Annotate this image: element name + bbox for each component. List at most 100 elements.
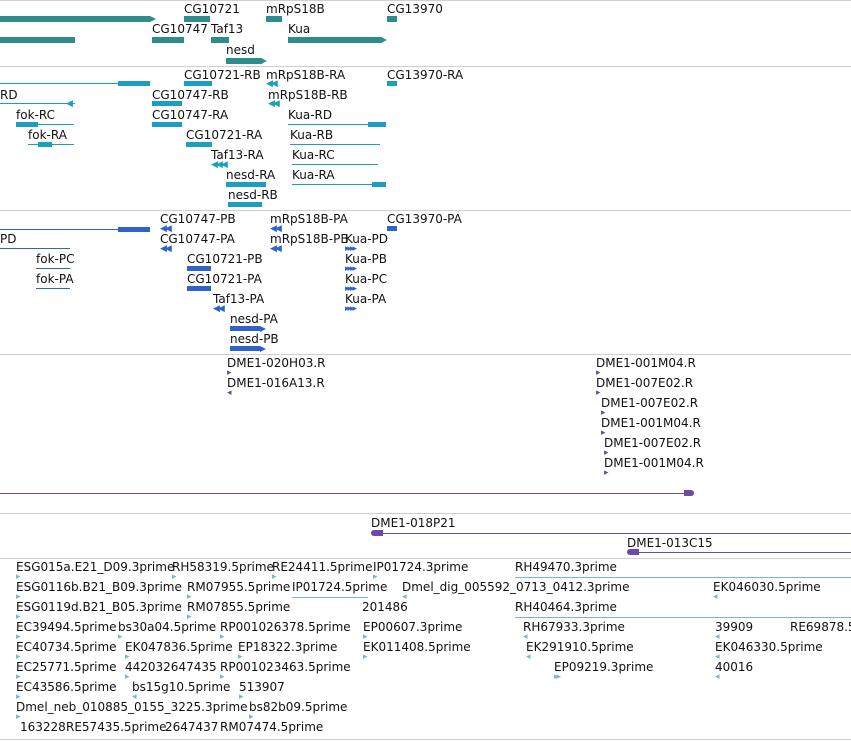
clone-line[interactable] [639,552,851,553]
protein-label[interactable]: nesd-PA [230,312,278,326]
est-label[interactable]: EC25771.5prime [16,660,117,674]
transcript-exon[interactable] [368,122,386,127]
transcript-label[interactable]: Kua-RB [290,128,334,142]
transcript-exon[interactable] [186,142,212,147]
transcript-exon[interactable] [152,122,182,127]
transcript-line[interactable] [292,184,372,185]
est-label[interactable]: RH40464.3prime [515,600,617,614]
protein-feature[interactable] [387,226,397,231]
transcript-exon[interactable] [226,182,266,187]
gene-label[interactable]: nesd [226,43,255,57]
transcript-label[interactable]: Kua-RA [292,168,335,182]
protein-line[interactable] [36,288,70,289]
transcript-line[interactable] [292,164,378,165]
transcript-label[interactable]: mRpS18B-RB [268,88,348,102]
est-label[interactable]: Dmel_neb_010885_0155_3225.3prime [16,700,248,714]
transcript-label[interactable]: CG10721-RB [184,68,261,82]
est-label[interactable]: 442032647435 [125,660,217,674]
transcript-label[interactable]: CG10747-RA [152,108,229,122]
est-label[interactable]: RM07855.5prime [187,600,291,614]
protein-label[interactable]: mRpS18B-PB [270,232,349,246]
protein-label[interactable]: CG10721-PB [187,252,263,266]
transcript-exon[interactable] [387,81,397,86]
est-line[interactable] [515,577,851,578]
est-label[interactable]: EK291910.5prime [526,640,634,654]
gene-label[interactable]: mRpS18B [266,2,325,16]
clone-label[interactable]: DME1-016A13.R [227,376,325,390]
transcript-label[interactable]: nesd-RA [226,168,276,182]
est-line[interactable] [292,597,368,598]
protein-label[interactable]: CG10747-PB [160,212,236,226]
gene-feature[interactable] [152,37,184,43]
est-label[interactable]: RH67933.3prime [523,620,625,634]
est-label[interactable]: RM07955.5prime [187,580,291,594]
est-label[interactable]: 2647437 [165,720,219,734]
est-line[interactable] [515,617,851,618]
transcript-line[interactable] [0,83,118,84]
clone-end[interactable] [371,530,383,536]
est-label[interactable]: RE69878.5 [790,620,851,634]
transcript-line[interactable] [38,124,74,125]
protein-feature[interactable] [118,227,150,232]
protein-feature[interactable] [230,346,260,351]
est-label[interactable]: EK046030.5prime [713,580,821,594]
clone-label[interactable]: DME1-020H03.R [227,356,326,370]
transcript-label[interactable]: Kua-RC [292,148,335,162]
transcript-label[interactable]: nesd-RB [228,188,278,202]
clone-label[interactable]: DME1-007E02.R [596,376,694,390]
est-label[interactable]: EK047836.5prime [125,640,233,654]
clone-label[interactable]: DME1-001M04.R [601,416,701,430]
est-label[interactable]: IP01724.5prime [292,580,388,594]
transcript-label[interactable]: RD [0,88,18,102]
est-label[interactable]: EK046330.5prime [715,640,823,654]
transcript-exon[interactable] [38,142,52,147]
protein-label[interactable]: PD [0,232,17,246]
gene-label[interactable]: CG10747 [152,22,208,36]
transcript-label[interactable]: Kua-RD [288,108,333,122]
transcript-label[interactable]: CG10747-RB [152,88,229,102]
clone-line[interactable] [383,533,851,534]
transcript-label[interactable]: fok-RA [28,128,67,142]
clone-label[interactable]: DME1-007E02.R [601,396,699,410]
est-label[interactable]: bs82b09.5prime [249,700,348,714]
gene-feature[interactable] [266,16,282,22]
est-label[interactable]: RE24411.5prime [272,560,373,574]
protein-line[interactable] [36,268,70,269]
est-label[interactable]: RH49470.3prime [515,560,617,574]
protein-label[interactable]: CG13970-PA [387,212,462,226]
transcript-exon[interactable] [372,182,386,187]
gene-label[interactable]: Taf13 [211,22,244,36]
transcript-label[interactable]: CG10721-RA [186,128,263,142]
transcript-label[interactable]: Taf13-RA [211,148,264,162]
transcript-exon[interactable] [184,81,212,86]
gene-label[interactable]: CG13970 [387,2,443,16]
transcript-exon[interactable] [118,81,150,86]
gene-label[interactable]: Kua [288,22,311,36]
transcript-exon[interactable] [228,202,262,207]
clone-label[interactable]: DME1-013C15 [627,536,713,550]
protein-label[interactable]: CG10747-PA [160,232,235,246]
transcript-line[interactable] [288,124,368,125]
clone-label[interactable]: DME1-001M04.R [604,456,704,470]
transcript-line[interactable] [290,144,380,145]
protein-label[interactable]: mRpS18B-PA [270,212,348,226]
est-label[interactable]: RE57435.5prime [66,720,167,734]
protein-label[interactable]: Taf13-PA [213,292,265,306]
est-label[interactable]: ESG0119d.B21_B05.3prime [16,600,182,614]
protein-label[interactable]: fok-PA [36,272,74,286]
clone-label[interactable]: DME1-018P21 [371,516,456,530]
protein-label[interactable]: Kua-PA [345,292,387,306]
est-label[interactable]: RP001026378.5prime [220,620,351,634]
est-label[interactable]: RH58319.5prime [172,560,274,574]
gene-feature[interactable] [184,16,210,22]
est-label[interactable]: 40016 [715,660,754,674]
est-label[interactable]: 201486 [362,600,408,614]
protein-label[interactable]: nesd-PB [230,332,279,346]
est-label[interactable]: RP001023463.5prime [220,660,351,674]
est-label[interactable]: bs30a04.5prime [118,620,217,634]
clone-label[interactable]: DME1-001M04.R [596,356,696,370]
protein-label[interactable]: Kua-PB [345,252,388,266]
protein-label[interactable]: fok-PC [36,252,75,266]
gene-label[interactable]: CG10721 [184,2,240,16]
gene-feature[interactable] [226,58,262,64]
